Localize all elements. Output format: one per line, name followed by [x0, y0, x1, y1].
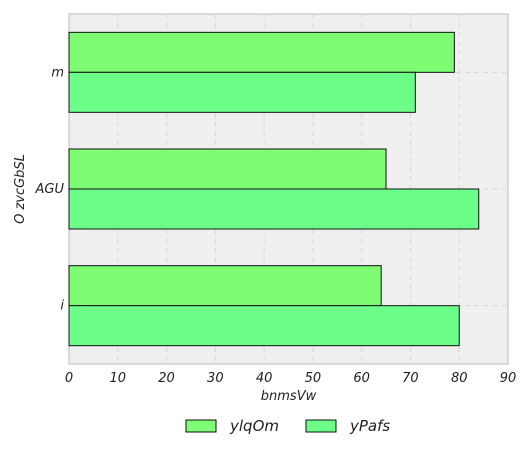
bar — [69, 306, 459, 346]
x-tick-label: 80 — [451, 371, 468, 386]
legend-swatch — [186, 420, 216, 432]
x-tick-label: 20 — [158, 371, 175, 386]
x-tick-label: 40 — [256, 371, 273, 386]
x-tick-label: 70 — [402, 371, 419, 386]
y-tick-labels: i AGU m — [35, 65, 65, 313]
legend-label: yPafs — [349, 417, 390, 435]
y-tick-label: m — [51, 65, 64, 80]
x-tick-labels: 0 10 20 30 40 50 60 70 80 90 — [65, 371, 516, 386]
y-tick-label: i — [60, 299, 64, 314]
legend-label: ylqOm — [229, 417, 279, 435]
y-axis-title: O zvcGbSL — [13, 154, 28, 224]
x-tick-label: 10 — [110, 371, 127, 386]
x-tick-label: 60 — [353, 371, 370, 386]
x-tick-label: 50 — [305, 371, 322, 386]
bar — [69, 32, 454, 72]
legend-swatch — [306, 420, 336, 432]
x-tick-label: 0 — [65, 371, 73, 386]
bar — [69, 149, 386, 189]
y-tick-label: AGU — [35, 182, 65, 197]
x-tick-label: 90 — [500, 371, 517, 386]
bar — [69, 72, 415, 112]
x-tick-label: 30 — [207, 371, 224, 386]
bar — [69, 266, 381, 306]
x-axis-title: bnmsVw — [261, 389, 317, 404]
bar — [69, 189, 479, 229]
legend: ylqOm yPafs — [186, 417, 390, 435]
